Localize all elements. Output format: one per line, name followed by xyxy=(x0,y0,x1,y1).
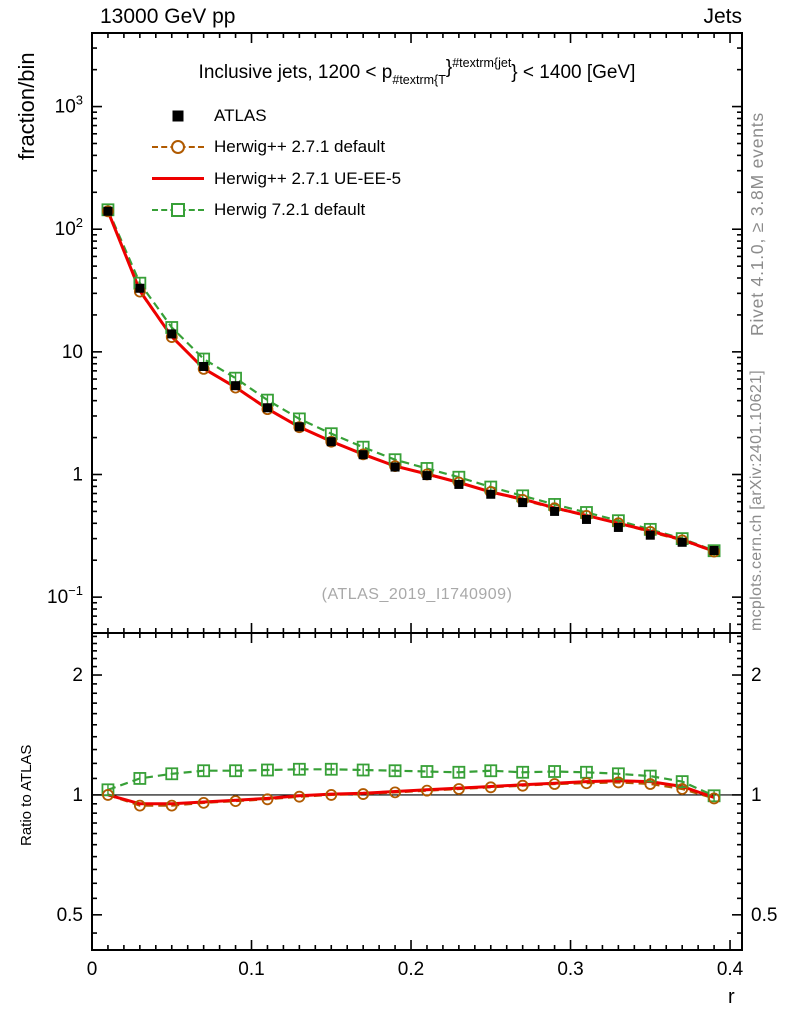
legend-label: ATLAS xyxy=(214,105,267,125)
ratio-series xyxy=(101,762,721,812)
plot-title-post: < 1400 [GeV] xyxy=(517,62,636,83)
legend-marker-dashed-square xyxy=(152,200,204,220)
rivet-version-note: Rivet 4.1.0, ≥ 3.8M events xyxy=(747,112,767,336)
legend-marker-dashed-circle xyxy=(152,137,204,157)
plot-title-brace1: } xyxy=(445,57,453,78)
legend-label: Herwig 7.2.1 default xyxy=(214,200,366,220)
tick-label: 1 xyxy=(72,785,83,806)
tick-label: 102 xyxy=(55,215,83,240)
series-line-herwig-7-2-1-default xyxy=(106,209,715,552)
plot-title: Inclusive jets, 1200 < p#textrm{T}#textr… xyxy=(92,56,742,87)
tick-label: 10−1 xyxy=(47,583,83,608)
legend-marker-filled-square xyxy=(152,106,204,126)
tick-label: 0.5 xyxy=(751,905,777,926)
series-markers-herwig-2-7-1-default xyxy=(102,205,720,558)
tick-label: 103 xyxy=(55,93,83,118)
legend-item: Herwig++ 2.7.1 default xyxy=(152,132,401,164)
plot-title-subscript: #textrm{T xyxy=(392,73,446,87)
legend-item: Herwig++ 2.7.1 UE-EE-5 xyxy=(152,163,401,195)
tick-label: 0 xyxy=(87,959,98,980)
legend-item: ATLAS xyxy=(152,100,401,132)
legend-label: Herwig++ 2.7.1 UE-EE-5 xyxy=(214,168,402,188)
x-axis-title: r xyxy=(728,986,735,1008)
series-line-herwig-2-7-1-ue-ee-5 xyxy=(106,210,715,553)
beam-energy-label: 13000 GeV pp xyxy=(100,5,236,28)
legend-item: Herwig 7.2.1 default xyxy=(152,195,401,227)
legend-marker-solid-line xyxy=(152,169,204,189)
tick-label: 0.3 xyxy=(557,959,583,980)
tick-label: 0.5 xyxy=(57,905,83,926)
tick-label: 0.4 xyxy=(717,959,744,980)
series-markers-herwig-7-2-1-default xyxy=(101,203,721,558)
legend: ATLAS Herwig++ 2.7.1 default Herwig++ 2.7.… xyxy=(152,100,401,226)
tick-label: 1 xyxy=(751,785,762,806)
axis-ticks xyxy=(91,33,742,950)
ratio-panel-frame xyxy=(91,632,743,951)
main-series xyxy=(101,203,721,558)
ratio-axis-title: Ratio to ATLAS xyxy=(18,744,35,846)
tick-label: 0.2 xyxy=(398,959,424,980)
tick-label: 2 xyxy=(72,665,83,686)
analysis-group-label: Jets xyxy=(703,5,742,28)
mcplots-credit-note: mcplots.cern.ch [arXiv:2401.10621] xyxy=(748,369,765,631)
tick-label: 10 xyxy=(62,342,83,363)
series-markers-herwig-7-2-1-default xyxy=(101,762,721,803)
series-line-herwig-2-7-1-default xyxy=(106,210,715,553)
tick-label: 0.1 xyxy=(238,959,264,980)
analysis-id-watermark: (ATLAS_2019_I1740909) xyxy=(321,586,513,603)
plot-title-brace2: } xyxy=(511,62,518,83)
series-markers-herwig-2-7-1-default xyxy=(102,776,720,812)
tick-label: 1 xyxy=(72,464,83,485)
y-axis-title: fraction/bin xyxy=(14,52,39,160)
plot-title-superscript: #textrm{jet xyxy=(452,56,512,70)
plot-title-pre: Inclusive jets, 1200 < p xyxy=(198,62,393,83)
legend-label: Herwig++ 2.7.1 default xyxy=(214,137,386,157)
tick-label: 2 xyxy=(751,665,762,686)
series-markers-atlas xyxy=(103,206,719,556)
